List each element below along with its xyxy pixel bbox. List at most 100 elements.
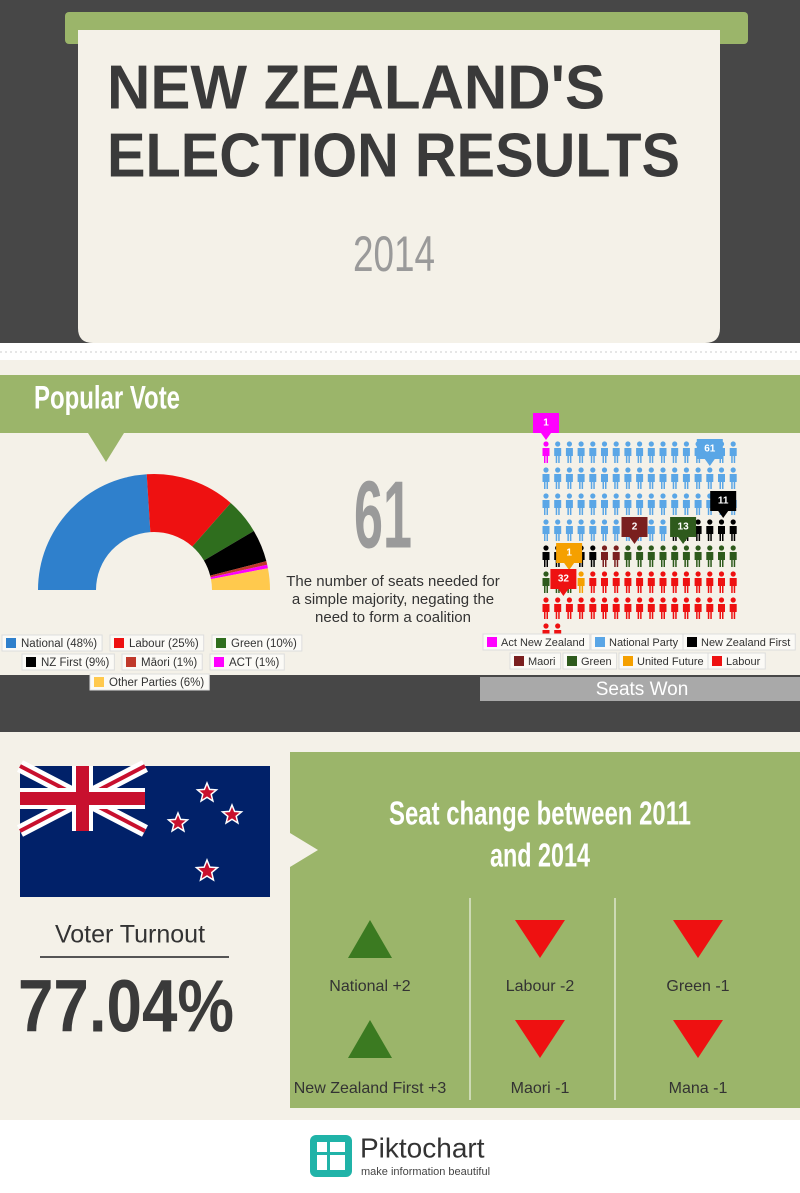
seat-icon-body: [624, 448, 632, 463]
seat-icon-head: [578, 519, 584, 525]
seat-icon-head: [543, 441, 549, 447]
legend-swatch: [26, 657, 36, 667]
seat-icon-head: [625, 467, 631, 473]
seat-icon-head: [601, 545, 608, 551]
seat-icon-head: [613, 467, 619, 473]
legend-swatch: [595, 637, 605, 647]
seat-icon-head: [648, 467, 654, 473]
seat-icon-body: [671, 474, 679, 489]
seat-icon-body: [554, 500, 562, 515]
legend-item: New Zealand First: [682, 633, 796, 651]
seat-pin: 61: [696, 439, 723, 466]
majority-caption: need to form a coalition: [315, 609, 471, 626]
seat-icon-body: [729, 448, 737, 463]
seat-icon-body: [589, 604, 597, 619]
seat-icon-body: [682, 474, 690, 489]
legend-swatch: [567, 656, 577, 666]
pin-label: 13: [678, 522, 690, 533]
seat-icon-body: [659, 526, 667, 541]
seat-icon-body: [636, 500, 644, 515]
seat-icon-head: [601, 571, 608, 577]
seat-icon-body: [718, 552, 725, 567]
seat-icon-body: [624, 500, 632, 515]
footer-bg: [0, 1120, 800, 1193]
seat-icon-head: [695, 519, 701, 525]
donut-slice: [192, 502, 254, 561]
seat-icon-body: [718, 474, 725, 489]
seat-icon-head: [566, 467, 573, 473]
pin-shape: [556, 543, 583, 570]
seat-icon-body: [589, 474, 597, 489]
seat-icon-head: [660, 467, 666, 473]
legend-label: National (48%): [21, 638, 97, 650]
seat-icon-head: [578, 597, 584, 603]
seat-change-label: Mana -1: [669, 1080, 728, 1097]
seat-icon-head: [683, 467, 690, 473]
seat-icon-body: [647, 604, 655, 619]
seat-icon-body: [612, 604, 620, 619]
seat-icon-head: [613, 597, 619, 603]
legend-label: New Zealand First: [701, 637, 790, 649]
seat-icon-head: [718, 597, 725, 603]
seat-icon-head: [613, 493, 619, 499]
seat-icon-body: [589, 526, 597, 541]
seat-icon-head: [730, 519, 736, 525]
pin-label: 1: [566, 548, 572, 559]
seat-icon-body: [589, 578, 597, 593]
seat-icon-head: [637, 597, 643, 603]
seat-icon-body: [542, 578, 550, 593]
seat-icon-body: [647, 474, 655, 489]
seat-icon-head: [683, 441, 690, 447]
seat-icon-head: [590, 493, 596, 499]
seat-icon-body: [659, 474, 667, 489]
seat-group: [542, 441, 550, 463]
seat-icon-head: [578, 571, 584, 577]
seat-icon-head: [555, 441, 561, 447]
seat-icon-body: [682, 578, 690, 593]
legend-item: National Party: [590, 633, 684, 651]
vote-band: [0, 375, 800, 433]
seat-icon-body: [659, 448, 667, 463]
seat-icon-head: [625, 493, 631, 499]
seat-icon-head: [601, 519, 608, 525]
seat-icon-head: [637, 545, 643, 551]
seat-icon-head: [672, 441, 678, 447]
seat-icon-body: [682, 552, 690, 567]
seat-change-label: New Zealand First +3: [294, 1080, 447, 1097]
seat-icon-head: [730, 441, 736, 447]
seat-icon-head: [590, 597, 596, 603]
seat-icon-body: [612, 526, 620, 541]
seat-icon-body: [706, 526, 714, 541]
seat-icon-head: [613, 441, 619, 447]
seat-group: [577, 571, 585, 593]
seat-icon-body: [718, 526, 725, 541]
pin-label: 2: [632, 522, 638, 533]
legend-item: United Future: [618, 652, 710, 670]
seat-icon-body: [636, 604, 644, 619]
arrow-down: [515, 1020, 565, 1058]
seat-icon-body: [694, 526, 702, 541]
seat-icon-body: [565, 474, 573, 489]
pin-shape: [670, 517, 697, 544]
seat-pin: 1: [533, 413, 559, 440]
arrow-up: [348, 1020, 392, 1058]
nz-flag: [17, 760, 270, 897]
seat-icon-body: [694, 552, 702, 567]
seat-icon-head: [672, 597, 678, 603]
seat-icon-head: [543, 467, 549, 473]
seat-icon-head: [637, 571, 643, 577]
seat-icon-body: [659, 578, 667, 593]
seat-icon-body: [647, 448, 655, 463]
seat-icon-head: [566, 441, 573, 447]
seat-icon-head: [566, 493, 573, 499]
seat-icon-body: [647, 500, 655, 515]
seat-icon-head: [543, 623, 549, 629]
legend-label: Other Parties (6%): [109, 677, 204, 689]
brand-name: Piktochart: [360, 1132, 485, 1163]
seat-icon-head: [555, 597, 561, 603]
seat-icon-body: [694, 474, 702, 489]
title-line: NEW ZEALAND'S: [107, 53, 605, 122]
seat-icon-body: [554, 526, 562, 541]
seat-icon-body: [659, 500, 667, 515]
